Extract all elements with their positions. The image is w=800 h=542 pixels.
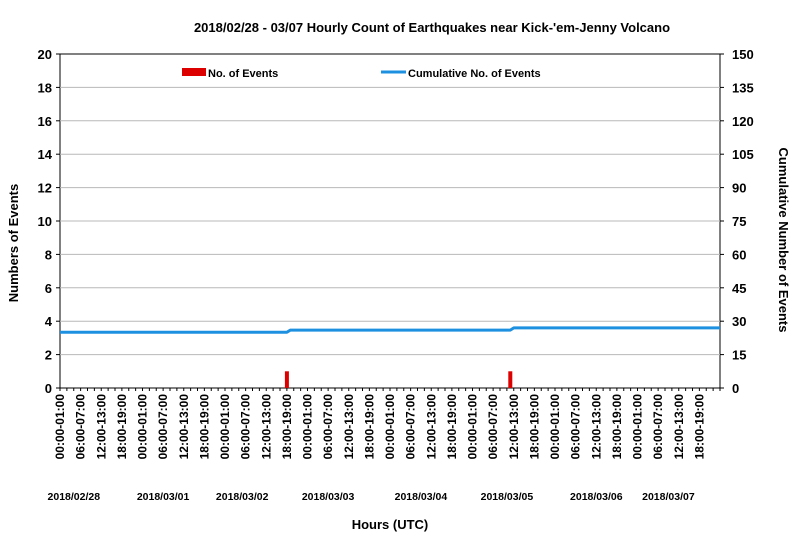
x-tick-label: 00:00-01:00 — [136, 394, 150, 460]
x-tick-label: 12:00-13:00 — [672, 394, 686, 460]
left-tick-label: 8 — [45, 247, 52, 262]
cumulative-series-line — [60, 326, 720, 334]
left-tick-label: 0 — [45, 381, 52, 396]
right-tick-label: 120 — [732, 114, 754, 129]
left-tick-label: 18 — [38, 80, 52, 95]
x-tick-label: 18:00-19:00 — [362, 394, 376, 460]
right-tick-label: 60 — [732, 247, 746, 262]
left-tick-label: 10 — [38, 214, 52, 229]
x-tick-label: 12:00-13:00 — [507, 394, 521, 460]
date-label: 2018/03/03 — [302, 491, 355, 503]
event-bars — [284, 371, 513, 388]
right-tick-label: 135 — [732, 80, 754, 95]
legend-label-cumulative: Cumulative No. of Events — [408, 68, 541, 80]
x-tick-label: 06:00-07:00 — [321, 394, 335, 460]
right-tick-label: 150 — [732, 47, 754, 62]
x-tick-label: 00:00-01:00 — [631, 394, 645, 460]
event-bar — [284, 371, 289, 388]
x-tick-label: 12:00-13:00 — [589, 394, 603, 460]
x-tick-label: 18:00-19:00 — [610, 394, 624, 460]
right-tick-label: 0 — [732, 381, 739, 396]
x-tick-label: 00:00-01:00 — [383, 394, 397, 460]
x-tick-label: 18:00-19:00 — [280, 394, 294, 460]
x-tick-label: 12:00-13:00 — [342, 394, 356, 460]
y2-axis-label: Cumulative Number of Events — [776, 148, 791, 333]
x-axis-label: Hours (UTC) — [352, 517, 429, 532]
right-tick-label: 30 — [732, 314, 746, 329]
left-tick-label: 4 — [45, 314, 53, 329]
right-tick-label: 15 — [732, 348, 746, 363]
x-tick-label: 06:00-07:00 — [651, 394, 665, 460]
x-tick-label: 00:00-01:00 — [548, 394, 562, 460]
left-y-axis: 0 2 4 6 8 10 12 14 16 18 20 — [38, 47, 60, 396]
x-tick-label: 18:00-19:00 — [445, 394, 459, 460]
left-tick-label: 20 — [38, 47, 52, 62]
date-label: 2018/03/04 — [395, 491, 448, 503]
x-tick-label: 00:00-01:00 — [218, 394, 232, 460]
y-axis-label: Numbers of Events — [6, 184, 21, 302]
date-label: 2018/03/06 — [570, 491, 623, 503]
date-label: 2018/03/05 — [481, 491, 534, 503]
x-tick-label: 06:00-07:00 — [569, 394, 583, 460]
cumulative-line — [60, 326, 720, 334]
x-tick-label: 06:00-07:00 — [239, 394, 253, 460]
grid-lines — [60, 86, 720, 356]
date-label: 2018/03/01 — [137, 491, 190, 503]
x-tick-label: 00:00-01:00 — [466, 394, 480, 460]
x-tick-label: 06:00-07:00 — [156, 394, 170, 460]
x-tick-label: 18:00-19:00 — [197, 394, 211, 460]
right-tick-label: 90 — [732, 181, 746, 196]
chart-title: 2018/02/28 - 03/07 Hourly Count of Earth… — [194, 20, 670, 35]
left-tick-label: 16 — [38, 114, 52, 129]
date-label: 2018/03/02 — [216, 491, 269, 503]
legend-swatch-events — [182, 68, 206, 76]
date-label: 2018/03/07 — [642, 491, 695, 503]
left-tick-label: 12 — [38, 181, 52, 196]
right-tick-label: 105 — [732, 147, 754, 162]
x-tick-label: 06:00-07:00 — [486, 394, 500, 460]
left-tick-label: 14 — [38, 147, 53, 162]
x-tick-label: 18:00-19:00 — [115, 394, 129, 460]
x-tick-label: 06:00-07:00 — [74, 394, 88, 460]
x-tick-label: 12:00-13:00 — [94, 394, 108, 460]
event-bar — [508, 371, 513, 388]
x-tick-label: 00:00-01:00 — [53, 394, 67, 460]
right-y-axis: 0 15 30 45 60 75 90 105 120 135 150 — [720, 47, 754, 396]
x-tick-label: 18:00-19:00 — [527, 394, 541, 460]
left-tick-label: 6 — [45, 281, 52, 296]
date-label: 2018/02/28 — [48, 491, 101, 503]
x-tick-label: 06:00-07:00 — [404, 394, 418, 460]
x-tick-label: 18:00-19:00 — [692, 394, 706, 460]
date-labels: 2018/02/28 2018/03/01 2018/03/02 2018/03/03… — [48, 491, 695, 503]
x-tick-label: 12:00-13:00 — [424, 394, 438, 460]
x-tick-label: 00:00-01:00 — [301, 394, 315, 460]
right-tick-label: 45 — [732, 281, 746, 296]
legend-label-events: No. of Events — [208, 68, 278, 80]
right-tick-label: 75 — [732, 214, 746, 229]
legend: No. of Events Cumulative No. of Events — [182, 68, 541, 80]
left-tick-label: 2 — [45, 348, 52, 363]
x-tick-label: 12:00-13:00 — [177, 394, 191, 460]
x-tick-label: 12:00-13:00 — [259, 394, 273, 460]
x-axis: 00:00-01:00 06:00-07:00 12:00-13:00 18:00-1… — [53, 388, 721, 460]
